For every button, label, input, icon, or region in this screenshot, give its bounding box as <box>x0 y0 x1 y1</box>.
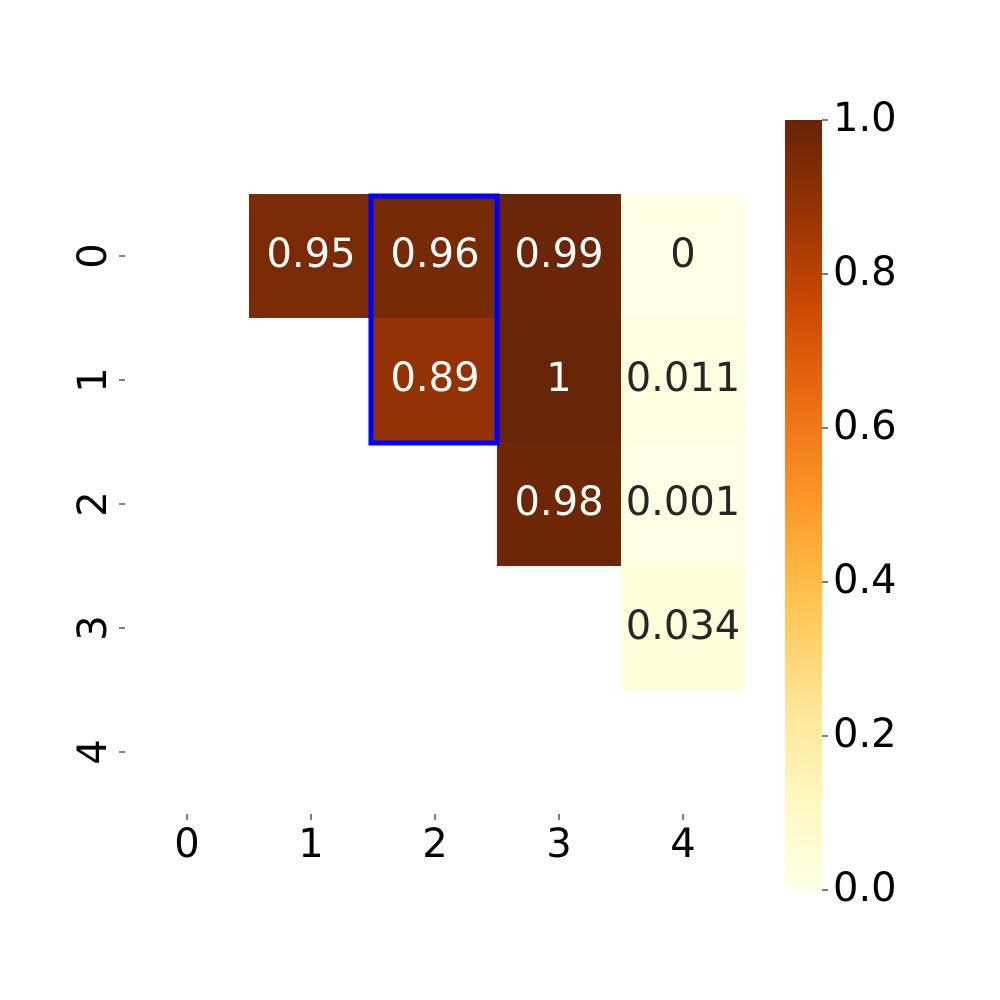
y-tick-label: 2 <box>70 491 116 516</box>
heatmap-cell <box>621 194 745 318</box>
cell-label: 0 <box>670 231 695 277</box>
cell-label: 0.011 <box>626 355 741 401</box>
colorbar-tick-label: 0.8 <box>833 249 897 295</box>
y-tick-label: 0 <box>70 243 116 268</box>
cell-label: 0.95 <box>266 231 355 277</box>
y-tick-label: 1 <box>70 367 116 392</box>
colorbar-tick-label: 1.0 <box>833 95 897 141</box>
colorbar-tick-label: 0.4 <box>833 557 897 603</box>
y-tick-label: 4 <box>70 739 116 764</box>
cell-label: 0.96 <box>390 231 479 277</box>
heatmap-cell <box>497 318 621 442</box>
highlight-box <box>368 193 500 446</box>
x-tick-label: 2 <box>422 821 447 867</box>
cell-label: 0.89 <box>390 355 479 401</box>
x-tick-label: 1 <box>298 821 323 867</box>
colorbar-tick-label: 0.6 <box>833 403 897 449</box>
heatmap-cell <box>373 318 497 442</box>
colorbar <box>785 120 822 890</box>
heatmap-cell <box>249 194 373 318</box>
cell-label: 0.98 <box>514 479 603 525</box>
heatmap-cell <box>621 566 745 690</box>
colorbar-tick-label: 0.2 <box>833 711 897 757</box>
heatmap-cell <box>621 442 745 566</box>
cell-label: 0.034 <box>626 603 741 649</box>
heatmap-cell <box>621 318 745 442</box>
cell-label: 1 <box>546 355 571 401</box>
x-tick-label: 0 <box>174 821 199 867</box>
heatmap-cell <box>497 442 621 566</box>
heatmap-cell <box>497 194 621 318</box>
colorbar-tick-label: 0.0 <box>833 865 897 911</box>
x-tick-label: 4 <box>670 821 695 867</box>
heatmap-cell <box>373 194 497 318</box>
cell-label: 0.99 <box>514 231 603 277</box>
x-tick-label: 3 <box>546 821 571 867</box>
cell-label: 0.001 <box>626 479 741 525</box>
y-tick-label: 3 <box>70 615 116 640</box>
